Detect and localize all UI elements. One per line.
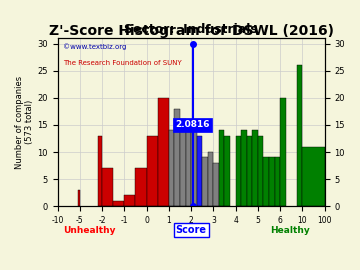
Bar [275, 157, 280, 206]
Bar [208, 152, 213, 206]
Bar [147, 136, 158, 206]
Title: Z'-Score Histogram for DSWL (2016): Z'-Score Histogram for DSWL (2016) [49, 24, 334, 38]
Bar [247, 136, 252, 206]
Text: Score: Score [176, 225, 207, 235]
Bar [225, 136, 230, 206]
Bar [174, 109, 180, 206]
Bar [180, 120, 185, 206]
Bar [124, 195, 135, 206]
Bar [197, 136, 202, 206]
Bar [297, 65, 302, 206]
Text: Unhealthy: Unhealthy [63, 226, 116, 235]
Bar [241, 130, 247, 206]
Bar [102, 168, 113, 206]
Bar [77, 190, 80, 206]
Bar [213, 163, 219, 206]
Bar [98, 136, 102, 206]
Bar [191, 125, 197, 206]
Bar [169, 130, 174, 206]
Bar [258, 136, 264, 206]
Bar [252, 130, 258, 206]
Bar [185, 130, 191, 206]
Bar [264, 157, 269, 206]
Text: Sector:  Industrials: Sector: Industrials [124, 23, 258, 36]
Text: The Research Foundation of SUNY: The Research Foundation of SUNY [63, 60, 181, 66]
Bar [219, 130, 225, 206]
Bar [302, 147, 325, 206]
Y-axis label: Number of companies
(573 total): Number of companies (573 total) [15, 76, 35, 169]
Text: ©www.textbiz.org: ©www.textbiz.org [63, 43, 126, 50]
Text: 2.0816: 2.0816 [176, 120, 210, 129]
Bar [202, 157, 208, 206]
Bar [135, 168, 147, 206]
Bar [269, 157, 275, 206]
Bar [158, 98, 169, 206]
Bar [235, 136, 241, 206]
Bar [280, 98, 286, 206]
Text: Healthy: Healthy [270, 226, 310, 235]
Bar [113, 201, 124, 206]
